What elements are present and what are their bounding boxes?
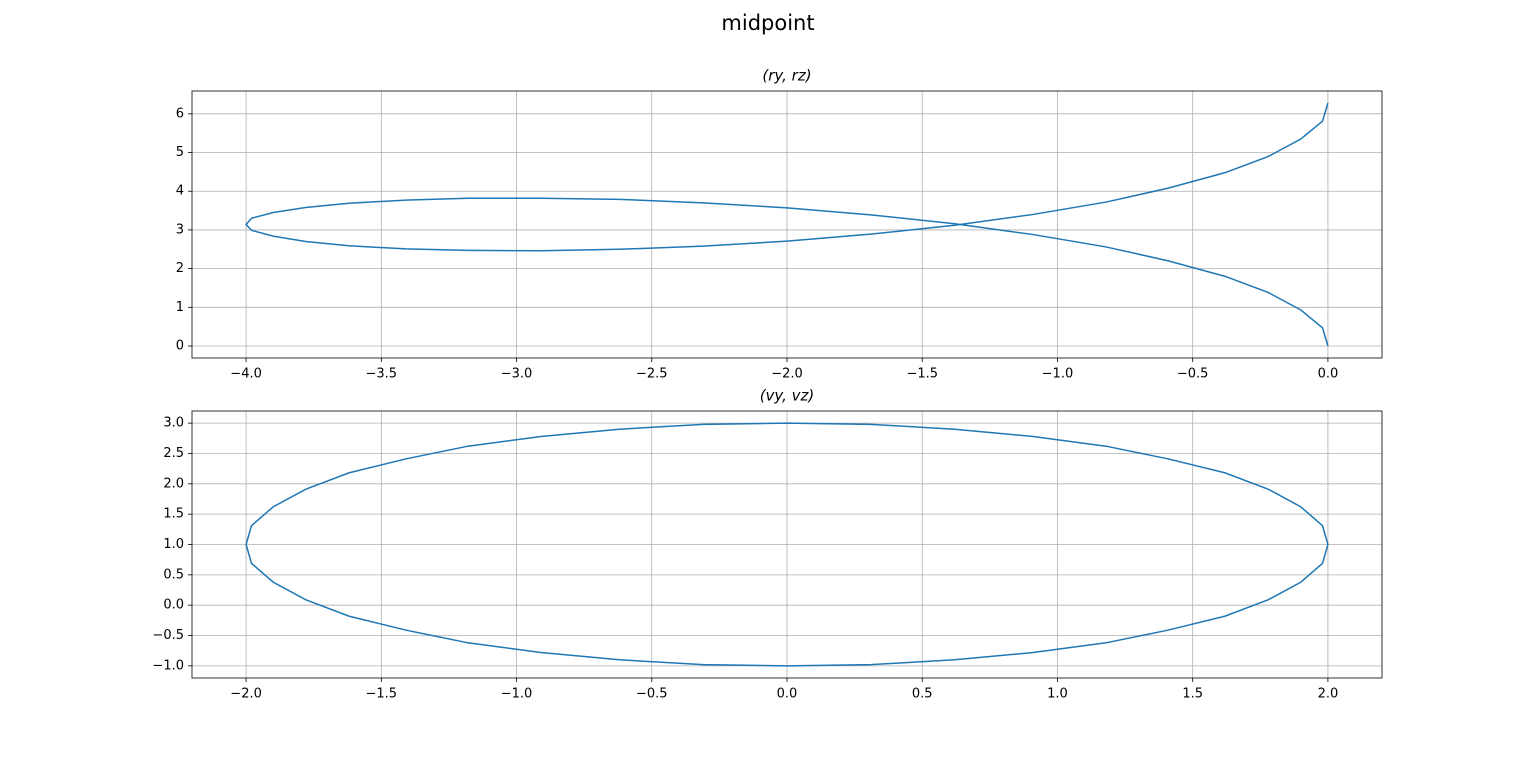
y-tick-label: 0 [176, 339, 184, 354]
x-tick-label: −1.0 [1042, 367, 1074, 382]
y-tick-label: 2.0 [163, 476, 184, 491]
y-tick-label: 3.0 [163, 416, 184, 431]
y-tick-label: 1.5 [163, 507, 184, 522]
axes-frame [191, 410, 1383, 679]
x-tick-label: 0.0 [777, 687, 798, 702]
curve [245, 422, 1329, 667]
y-tick-label: 3 [176, 222, 184, 237]
y-tick-label: 1 [176, 300, 184, 315]
y-tick-label: 6 [176, 106, 184, 121]
x-tick-label: 2.0 [1318, 687, 1339, 702]
y-tick-label: 0.5 [163, 567, 184, 582]
y-tick-label: 4 [176, 184, 184, 199]
x-tick-label: −0.5 [636, 687, 668, 702]
y-tick-label: −0.5 [152, 628, 184, 643]
x-tick-label: −2.5 [636, 367, 668, 382]
x-tick-label: −2.0 [771, 367, 803, 382]
x-tick-label: 1.5 [1182, 687, 1203, 702]
x-tick-label: −3.0 [501, 367, 533, 382]
x-tick-label: −3.5 [366, 367, 398, 382]
y-tick-label: 2.5 [163, 446, 184, 461]
axes-title: (vy, vz) [760, 387, 815, 405]
x-tick-label: 1.0 [1047, 687, 1068, 702]
axes-title: (ry, rz) [762, 67, 811, 85]
axes-frame [191, 90, 1383, 359]
x-tick-label: −2.0 [230, 687, 262, 702]
y-tick-label: 2 [176, 261, 184, 276]
x-tick-label: −1.5 [366, 687, 398, 702]
y-tick-label: 1.0 [163, 537, 184, 552]
x-tick-label: 0.5 [912, 687, 933, 702]
x-tick-label: −4.0 [230, 367, 262, 382]
x-tick-label: −1.5 [906, 367, 938, 382]
figure-title: midpoint [721, 11, 814, 35]
x-tick-label: −1.0 [501, 687, 533, 702]
x-tick-label: 0.0 [1318, 367, 1339, 382]
y-tick-label: 5 [176, 145, 184, 160]
x-tick-label: −0.5 [1177, 367, 1209, 382]
y-tick-label: 0.0 [163, 598, 184, 613]
y-tick-label: −1.0 [152, 658, 184, 673]
curve [245, 102, 1329, 347]
